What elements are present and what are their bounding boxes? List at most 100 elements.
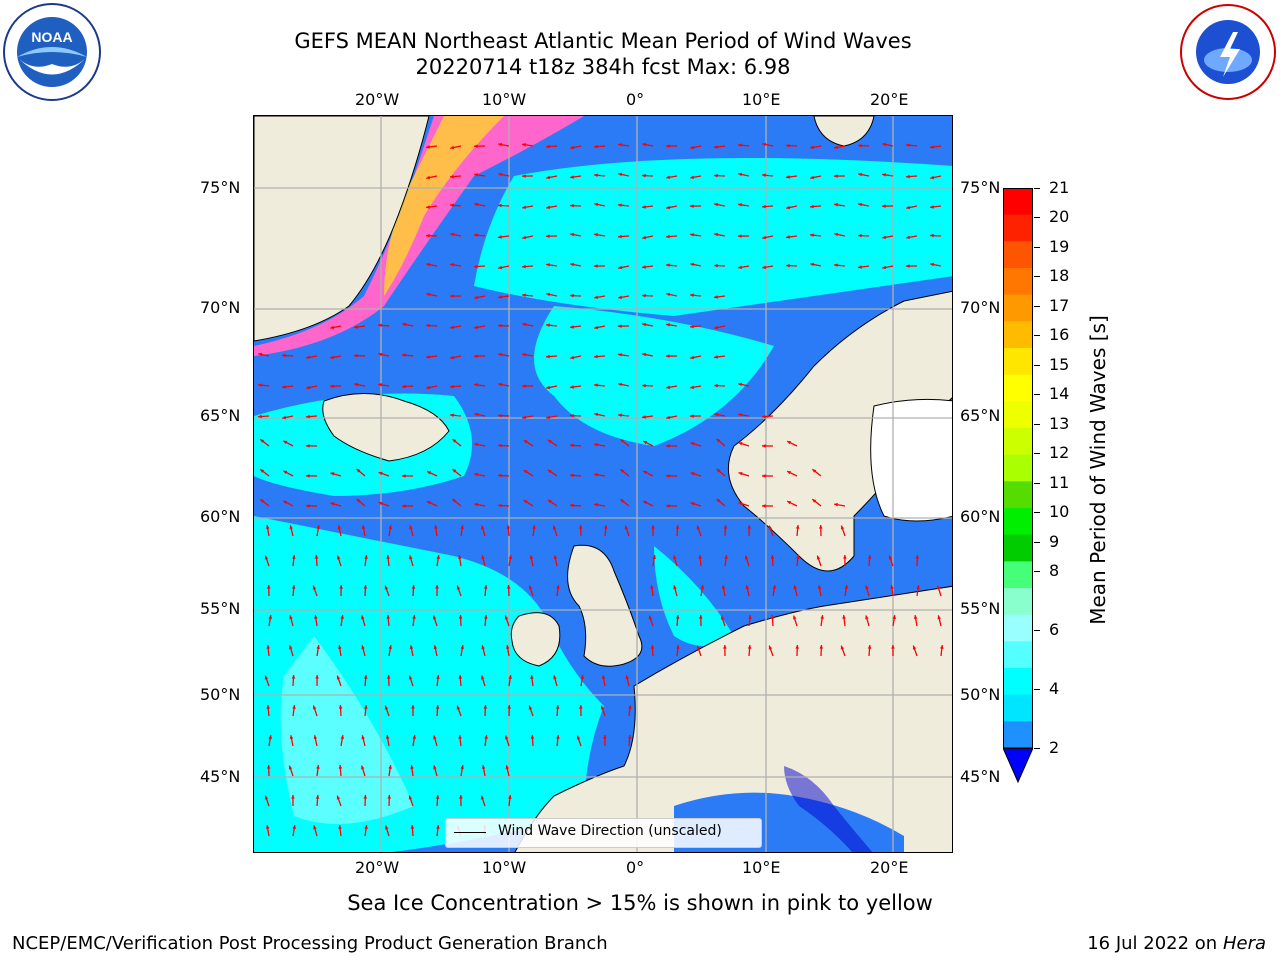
wind-wave-arrowhead — [787, 471, 792, 475]
wind-wave-arrowhead — [570, 473, 574, 478]
lat-tick-left-65n: 65°N — [200, 406, 241, 425]
wind-wave-arrowhead — [426, 385, 431, 390]
wind-wave-arrowhead — [522, 235, 527, 240]
wind-wave-arrowhead — [786, 175, 790, 179]
wind-wave-arrowhead — [724, 555, 728, 559]
wind-wave-arrowhead — [264, 555, 269, 560]
wind-wave-arrowhead — [474, 502, 479, 507]
wind-wave-arrowhead — [643, 501, 648, 505]
wind-wave-arrowhead — [426, 292, 431, 297]
wind-wave-arrowhead — [529, 555, 534, 560]
wind-wave-arrowhead — [890, 585, 894, 589]
wind-wave-arrowhead — [720, 615, 725, 620]
wind-wave-arrowhead — [642, 205, 646, 209]
wind-wave-arrowhead — [336, 675, 341, 680]
wind-wave-arrowhead — [594, 383, 598, 388]
wind-wave-arrowhead — [738, 382, 743, 387]
wind-wave-arrowhead — [666, 292, 671, 297]
colorbar-tick-label: 14 — [1049, 384, 1070, 404]
colorbar-label: Mean Period of Wind Waves [s] — [1086, 315, 1110, 625]
wind-wave-arrowhead — [316, 765, 320, 769]
wind-wave-arrowhead — [642, 383, 646, 388]
wind-wave-arrowhead — [450, 384, 454, 389]
wind-wave-arrowhead — [498, 295, 502, 299]
wind-wave-arrowhead — [546, 144, 550, 149]
wind-wave-arrowhead — [435, 585, 439, 589]
wind-wave-arrowhead — [690, 385, 694, 390]
legend-label: Wind Wave Direction (unscaled) — [498, 823, 722, 839]
colorbar-tick: 16 — [1034, 325, 1069, 344]
wind-wave-arrowhead — [408, 675, 413, 680]
colorbar-tick: 14 — [1034, 384, 1069, 403]
colorbar-ticks: 21 20 19 18 17 16 15 14 13 12 11 10 9 8 6 4 2 — [1034, 178, 1084, 788]
wind-wave-arrowhead — [522, 384, 526, 388]
wind-wave-arrowhead — [450, 145, 455, 150]
colorbar-tick: 12 — [1034, 443, 1069, 462]
wind-wave-arrowhead — [316, 525, 321, 529]
wind-wave-arrowhead — [594, 503, 598, 507]
generation-date: 16 Jul 2022 on Hera — [1087, 933, 1266, 954]
wind-wave-arrowhead — [770, 555, 775, 559]
wind-wave-arrowhead — [378, 383, 382, 387]
wind-wave-arrowhead — [552, 525, 557, 530]
wind-wave-arrowhead — [882, 173, 886, 177]
wind-wave-arrowhead — [410, 825, 415, 829]
wind-wave-arrowhead — [714, 355, 718, 359]
wind-wave-arrowhead — [460, 645, 465, 649]
wind-wave-arrowhead — [387, 795, 392, 799]
wind-wave-arrowhead — [762, 173, 766, 178]
wind-wave-arrowhead — [508, 675, 512, 679]
wind-wave-arrowhead — [624, 525, 629, 530]
wind-wave-arrowhead — [474, 173, 478, 177]
wind-wave-arrowhead — [865, 585, 869, 590]
wind-wave-arrowhead — [603, 525, 608, 529]
wind-wave-arrowhead — [474, 233, 478, 237]
wind-wave-arrowhead — [714, 202, 719, 207]
wind-wave-arrowhead — [498, 503, 502, 508]
wind-wave-arrowhead — [378, 501, 383, 506]
wind-wave-arrowhead — [714, 173, 718, 178]
lon-tick-top-10w: 10°W — [482, 90, 527, 109]
colorbar-tick: 11 — [1034, 473, 1069, 492]
generation-date-text: 16 Jul 2022 on — [1087, 933, 1223, 954]
wind-wave-arrowhead — [504, 615, 509, 620]
wind-wave-arrowhead — [618, 413, 622, 418]
wind-wave-arrowhead — [553, 675, 557, 680]
wind-wave-arrowhead — [714, 383, 718, 388]
wind-wave-arrowhead — [594, 325, 599, 330]
wind-wave-arrowhead — [618, 265, 623, 270]
wind-wave-arrowhead — [306, 355, 310, 360]
lat-tick-right-65n: 65°N — [960, 406, 1001, 425]
wind-wave-arrowhead — [834, 145, 838, 150]
colorbar-segment — [1003, 721, 1033, 749]
wind-wave-arrowhead — [363, 795, 368, 799]
wind-wave-arrowhead — [618, 234, 622, 239]
wind-wave-arrowhead — [338, 765, 343, 769]
wind-wave-arrowhead — [762, 504, 766, 508]
wind-wave-arrowhead — [340, 615, 344, 619]
wind-wave-arrowhead — [388, 525, 393, 529]
wind-wave-arrowhead — [498, 142, 503, 147]
wind-wave-arrowhead — [522, 205, 526, 210]
wind-wave-arrowhead — [474, 412, 479, 417]
map-svg — [254, 116, 952, 852]
greenland-land — [254, 116, 430, 342]
wind-wave-arrowhead — [388, 765, 392, 769]
wind-wave-arrowhead — [547, 439, 552, 444]
wind-wave-arrowhead — [882, 142, 887, 147]
wind-wave-arrowhead — [291, 675, 296, 679]
wind-wave-arrowhead — [289, 615, 293, 620]
wind-wave-arrowhead — [770, 615, 775, 619]
wind-wave-arrowhead — [858, 202, 863, 207]
wind-wave-arrowhead — [594, 264, 598, 268]
noaa-logo-text: NOAA — [31, 29, 72, 45]
wind-wave-arrowhead — [546, 205, 550, 210]
wind-wave-arrowhead — [937, 585, 941, 590]
colorbar-tick-label: 16 — [1049, 325, 1070, 345]
colorbar-segment — [1003, 508, 1033, 536]
wind-wave-arrowhead — [915, 555, 920, 559]
wind-wave-arrowhead — [289, 525, 293, 530]
sea-ice-band — [254, 116, 584, 356]
wind-wave-arrowhead — [786, 205, 791, 210]
wind-wave-arrowhead — [618, 324, 622, 328]
